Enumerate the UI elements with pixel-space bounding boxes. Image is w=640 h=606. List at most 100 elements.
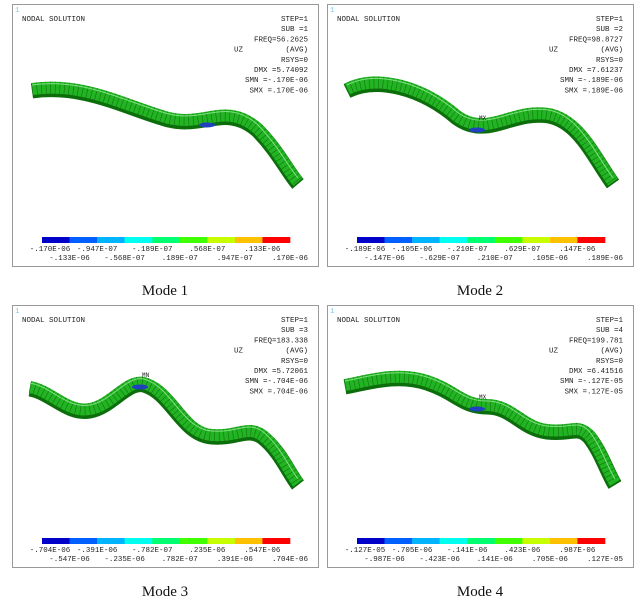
contour-label: .127E-05	[587, 556, 624, 564]
extreme-spot	[469, 406, 485, 412]
contour-band	[262, 538, 291, 544]
beam-mesh	[343, 370, 621, 487]
extreme-marker: MX	[479, 394, 487, 401]
solution-info: FREQ=56.2625	[254, 36, 309, 44]
solution-averaging: (AVG)	[285, 348, 308, 356]
contour-band	[467, 237, 496, 243]
solution-info: STEP=1	[596, 16, 624, 24]
contour-band	[69, 538, 98, 544]
extreme-marker: MN	[142, 372, 150, 379]
contour-band	[549, 538, 578, 544]
extreme-marker: MX	[479, 115, 487, 122]
solution-quantity: UZ	[234, 348, 244, 356]
contour-band	[384, 538, 413, 544]
contour-band	[97, 538, 125, 544]
solution-info: RSYS=0	[281, 358, 309, 366]
contour-band	[522, 237, 551, 243]
contour-label: .782E-07	[162, 556, 198, 564]
contour-band	[152, 237, 181, 243]
contour-label: .147E-06	[559, 246, 596, 254]
extreme-spot	[132, 384, 148, 390]
contour-band	[384, 237, 413, 243]
solution-averaging: (AVG)	[285, 47, 308, 55]
contour-label: -.987E-06	[364, 556, 405, 564]
contour-band	[577, 538, 606, 544]
solution-info: DMX =6.41516	[569, 368, 624, 376]
contour-band	[262, 237, 291, 243]
solution-info: SUB =1	[281, 26, 309, 34]
contour-label: -.547E-06	[49, 556, 90, 564]
contour-band	[412, 538, 440, 544]
beam-mesh	[344, 76, 618, 186]
window-number: 1	[330, 308, 335, 316]
beam-edge	[344, 372, 616, 480]
contour-label: -.133E-06	[49, 255, 90, 263]
solution-info: SMX =.170E-06	[249, 87, 308, 95]
solution-info: RSYS=0	[596, 57, 624, 65]
solution-info: DMX =5.74092	[254, 67, 308, 75]
contour-label: -.629E-07	[419, 255, 460, 263]
plot-title: NODAL SOLUTION	[337, 16, 400, 24]
contour-band	[412, 237, 440, 243]
contour-label: -.947E-07	[77, 246, 118, 254]
solution-info: STEP=1	[281, 317, 309, 325]
solution-info: SMN =-.189E-06	[560, 77, 624, 85]
beam	[31, 81, 303, 186]
figure-caption: Mode 4	[457, 584, 504, 600]
contour-label: .133E-06	[244, 246, 281, 254]
contour-band	[577, 237, 606, 243]
contour-label: -.704E-06	[30, 547, 71, 555]
solution-info: SMX =.704E-06	[249, 388, 308, 396]
contour-label: .210E-07	[477, 255, 513, 263]
contour-band	[467, 538, 496, 544]
contour-label: -.127E-05	[345, 547, 386, 555]
contour-label: -.105E-06	[392, 246, 433, 254]
solution-info: SMX =.189E-06	[564, 87, 623, 95]
figure-caption: Mode 1	[142, 283, 188, 299]
solution-averaging: (AVG)	[600, 47, 623, 55]
solution-info: SMN =-.704E-06	[245, 378, 309, 386]
solution-quantity: UZ	[234, 47, 244, 55]
beam-edge	[29, 378, 299, 480]
contour-band	[439, 237, 468, 243]
solution-averaging: (AVG)	[600, 348, 623, 356]
contour-band	[522, 538, 551, 544]
solution-info: DMX =7.61237	[569, 67, 623, 75]
contour-label: .629E-07	[504, 246, 540, 254]
window-number: 1	[15, 308, 20, 316]
plot-title: NODAL SOLUTION	[337, 317, 400, 325]
solution-info: SMN =-.170E-06	[245, 77, 309, 85]
contour-band	[124, 538, 153, 544]
contour-band	[494, 237, 523, 243]
contour-label: -.568E-07	[104, 255, 145, 263]
contour-label: .105E-06	[532, 255, 569, 263]
solution-info: RSYS=0	[596, 358, 624, 366]
solution-info: STEP=1	[281, 16, 309, 24]
extreme-spot	[469, 127, 485, 133]
contour-label: .423E-06	[504, 547, 541, 555]
contour-band	[357, 538, 385, 544]
contour-band	[207, 538, 236, 544]
contour-label: -.210E-07	[447, 246, 488, 254]
contour-band	[234, 237, 263, 243]
solution-quantity: UZ	[549, 47, 559, 55]
solution-info: STEP=1	[596, 317, 624, 325]
contour-band	[42, 538, 70, 544]
beam	[28, 376, 303, 487]
contour-band	[207, 237, 236, 243]
contour-label: -.391E-06	[77, 547, 118, 555]
plot-title: NODAL SOLUTION	[22, 16, 85, 24]
solution-info: SMN =-.127E-05	[560, 378, 624, 386]
contour-label: .235E-06	[189, 547, 226, 555]
figure-caption: Mode 2	[457, 283, 503, 299]
contour-band	[179, 237, 208, 243]
contour-band	[97, 237, 125, 243]
contour-label: -.235E-06	[104, 556, 145, 564]
contour-label: .170E-06	[272, 255, 309, 263]
solution-info: SUB =4	[596, 327, 624, 335]
